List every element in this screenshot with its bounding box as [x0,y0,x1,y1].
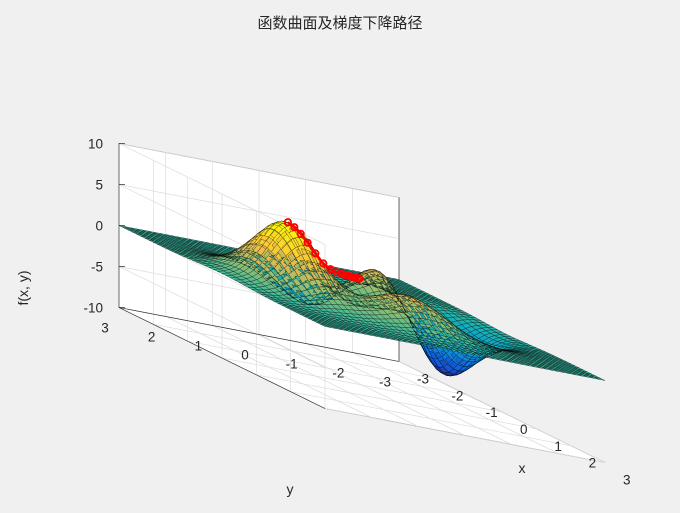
y-tick-label: 2 [148,330,156,345]
z-tick-label: 5 [95,178,103,193]
path-point [311,249,320,258]
path-point [319,259,328,268]
surface-mesh [118,220,606,381]
z-tick-label: 0 [95,219,103,234]
path-point [355,274,364,283]
z-tick-label: -10 [83,301,103,316]
y-tick-label: -1 [286,357,298,372]
box-edge [118,307,400,362]
box-edge [118,307,326,409]
x-tick-label: -3 [417,372,429,387]
y-tick-label: -3 [379,375,391,390]
path-point [290,223,299,232]
x-tick-label: -1 [486,405,498,420]
x-axis-label: x [519,460,526,476]
y-tick-label: 3 [101,321,109,336]
x-tick-label: 3 [623,472,631,487]
x-tick-label: 0 [520,422,528,437]
path-point [296,229,305,238]
z-tick-label: -5 [91,260,103,275]
x-tick-label: -2 [451,388,463,403]
path-point [303,238,312,247]
x-tick-label: 1 [554,439,562,454]
path-point [283,218,292,227]
y-axis-label: y [287,481,294,497]
path-point [332,268,341,277]
y-tick-label: 1 [195,339,203,354]
path-point [326,265,335,274]
z-axis-label: f(x, y) [15,271,31,306]
z-tick-label: 10 [88,137,103,152]
x-tick-label: 2 [589,456,597,471]
surface-face [594,377,606,381]
y-tick-label: 0 [241,348,249,363]
chart-title: 函数曲面及梯度下降路径 [257,14,423,32]
y-tick-label: -2 [332,366,344,381]
gradient-descent-path [283,218,364,283]
